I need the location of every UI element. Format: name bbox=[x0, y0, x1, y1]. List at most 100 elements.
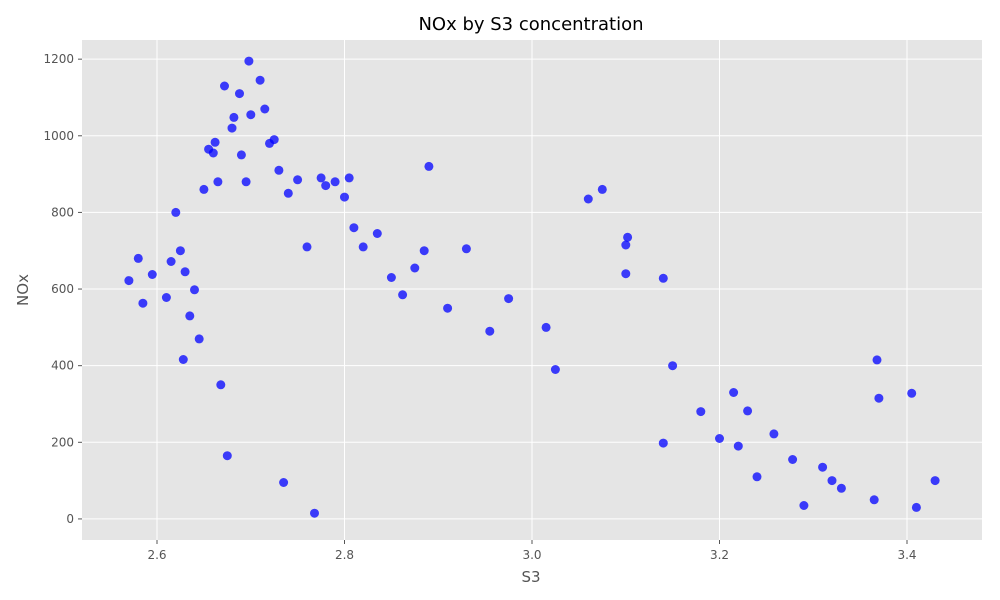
data-point bbox=[752, 472, 762, 482]
data-point bbox=[419, 246, 429, 256]
x-axis-ticks: 2.6 2.8 3.0 3.2 3.4 bbox=[147, 540, 917, 562]
data-point bbox=[621, 240, 631, 250]
data-point bbox=[310, 508, 319, 518]
data-point bbox=[769, 429, 779, 439]
data-point bbox=[818, 462, 828, 472]
data-point bbox=[715, 434, 724, 443]
data-point bbox=[443, 303, 453, 313]
data-point bbox=[316, 173, 326, 183]
data-point bbox=[344, 173, 354, 183]
x-tick-label: 2.6 bbox=[147, 548, 166, 562]
data-point bbox=[175, 246, 185, 256]
data-point bbox=[696, 407, 706, 417]
data-point bbox=[199, 184, 209, 194]
y-tick-label: 600 bbox=[51, 282, 74, 296]
data-point bbox=[241, 177, 251, 187]
data-point bbox=[213, 177, 223, 187]
data-point bbox=[133, 253, 143, 263]
data-point bbox=[583, 194, 593, 204]
y-tick-label: 1200 bbox=[43, 52, 74, 66]
data-point bbox=[424, 161, 434, 171]
data-point bbox=[260, 104, 270, 114]
data-point bbox=[138, 298, 148, 308]
data-point bbox=[872, 355, 882, 365]
y-axis-ticks: 0 200 400 600 800 1000 1200 bbox=[43, 52, 82, 526]
data-point bbox=[668, 361, 678, 371]
y-axis-label: NOx bbox=[14, 274, 32, 306]
data-point bbox=[597, 184, 607, 194]
data-point bbox=[907, 388, 917, 398]
y-tick-label: 1000 bbox=[43, 129, 74, 143]
data-point bbox=[386, 273, 396, 282]
data-point bbox=[874, 393, 884, 403]
grid-lines bbox=[82, 40, 982, 540]
data-point bbox=[235, 89, 244, 99]
x-tick-label: 3.4 bbox=[897, 548, 916, 562]
data-point bbox=[220, 81, 229, 91]
y-tick-label: 400 bbox=[51, 359, 74, 373]
data-point bbox=[911, 502, 921, 512]
data-point bbox=[623, 232, 633, 242]
data-point bbox=[283, 188, 293, 198]
data-point bbox=[485, 326, 495, 336]
data-point bbox=[504, 294, 514, 304]
data-point bbox=[274, 165, 284, 175]
data-point bbox=[171, 207, 181, 217]
data-point bbox=[194, 334, 204, 344]
data-point bbox=[216, 380, 226, 390]
data-point bbox=[161, 293, 171, 302]
y-tick-label: 800 bbox=[51, 205, 74, 219]
data-point bbox=[236, 150, 246, 160]
data-point bbox=[222, 451, 232, 461]
data-point bbox=[743, 406, 753, 416]
data-point bbox=[827, 476, 837, 486]
data-point bbox=[372, 229, 382, 238]
data-point bbox=[799, 501, 809, 510]
data-point bbox=[302, 242, 312, 252]
data-point bbox=[658, 438, 668, 448]
x-axis-label: S3 bbox=[521, 568, 540, 586]
chart-title: NOx by S3 concentration bbox=[418, 14, 643, 35]
y-tick-label: 0 bbox=[66, 512, 74, 526]
data-point bbox=[550, 365, 560, 374]
data-point bbox=[410, 263, 420, 273]
data-point bbox=[178, 355, 188, 364]
data-point bbox=[124, 276, 134, 286]
data-point bbox=[541, 322, 551, 332]
data-point bbox=[293, 175, 303, 185]
data-points bbox=[124, 56, 940, 518]
data-point bbox=[255, 75, 265, 85]
data-point bbox=[340, 192, 349, 202]
data-point bbox=[398, 290, 408, 300]
data-point bbox=[244, 56, 254, 66]
data-point bbox=[147, 270, 157, 279]
data-point bbox=[729, 388, 739, 397]
data-point bbox=[246, 110, 256, 120]
data-point bbox=[349, 223, 359, 233]
x-tick-label: 3.0 bbox=[522, 548, 541, 562]
x-tick-label: 3.2 bbox=[710, 548, 729, 562]
data-point bbox=[269, 135, 279, 145]
data-point bbox=[321, 181, 331, 191]
data-point bbox=[658, 273, 668, 283]
data-point bbox=[229, 112, 239, 122]
data-point bbox=[180, 267, 190, 277]
data-point bbox=[330, 177, 340, 187]
data-point bbox=[358, 242, 368, 252]
data-point bbox=[227, 123, 237, 133]
data-point bbox=[836, 483, 846, 493]
data-point bbox=[166, 257, 176, 266]
y-tick-label: 200 bbox=[51, 435, 74, 449]
data-point bbox=[733, 441, 743, 451]
data-point bbox=[869, 495, 879, 505]
data-point bbox=[210, 137, 220, 147]
data-point bbox=[190, 285, 199, 295]
data-point bbox=[930, 476, 940, 486]
data-point bbox=[621, 269, 631, 279]
data-point bbox=[185, 311, 195, 321]
data-point bbox=[208, 148, 218, 158]
data-point bbox=[279, 478, 289, 487]
data-point bbox=[788, 455, 798, 464]
data-point bbox=[461, 244, 471, 254]
